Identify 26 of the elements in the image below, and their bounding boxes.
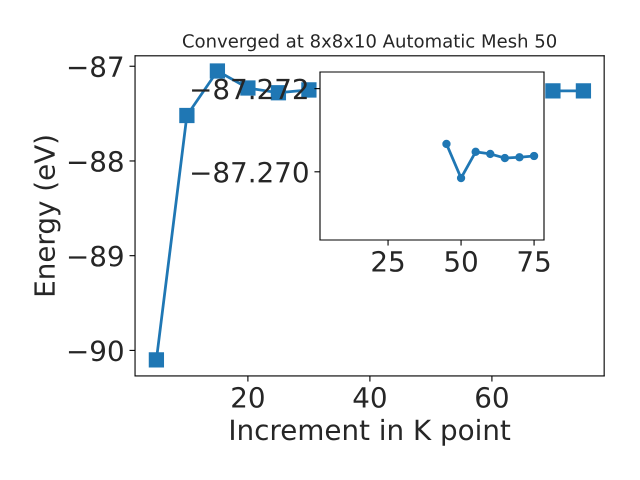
y-axis-title: Energy (eV) [34, 136, 60, 296]
y-tick-label: −90 [68, 340, 123, 362]
y-tick-label: −87 [68, 56, 122, 78]
x-tick-label: 50 [446, 250, 477, 272]
point [456, 174, 466, 182]
point [576, 83, 592, 99]
point [471, 148, 480, 156]
point [530, 152, 538, 160]
x-tick-label: 40 [354, 386, 386, 408]
point [179, 108, 195, 124]
x-tick-label: 25 [372, 250, 404, 272]
point [486, 150, 494, 158]
x-tick-label: 60 [476, 386, 508, 408]
chart-title: Converged at 8x8x10 Automatic Mesh 50 [182, 34, 556, 52]
point [545, 83, 561, 99]
x-axis-title: Increment in K point [231, 418, 510, 446]
x-tick-label: 20 [232, 386, 264, 408]
point [500, 154, 510, 162]
y-tick-label: −89 [68, 246, 123, 267]
point [148, 352, 164, 368]
y-tick-label: −88 [68, 150, 123, 172]
point [210, 63, 226, 79]
point [515, 153, 524, 162]
y-tick-label: −87.270 [192, 162, 308, 183]
x-tick-label: 75 [518, 251, 550, 272]
point [442, 140, 451, 148]
